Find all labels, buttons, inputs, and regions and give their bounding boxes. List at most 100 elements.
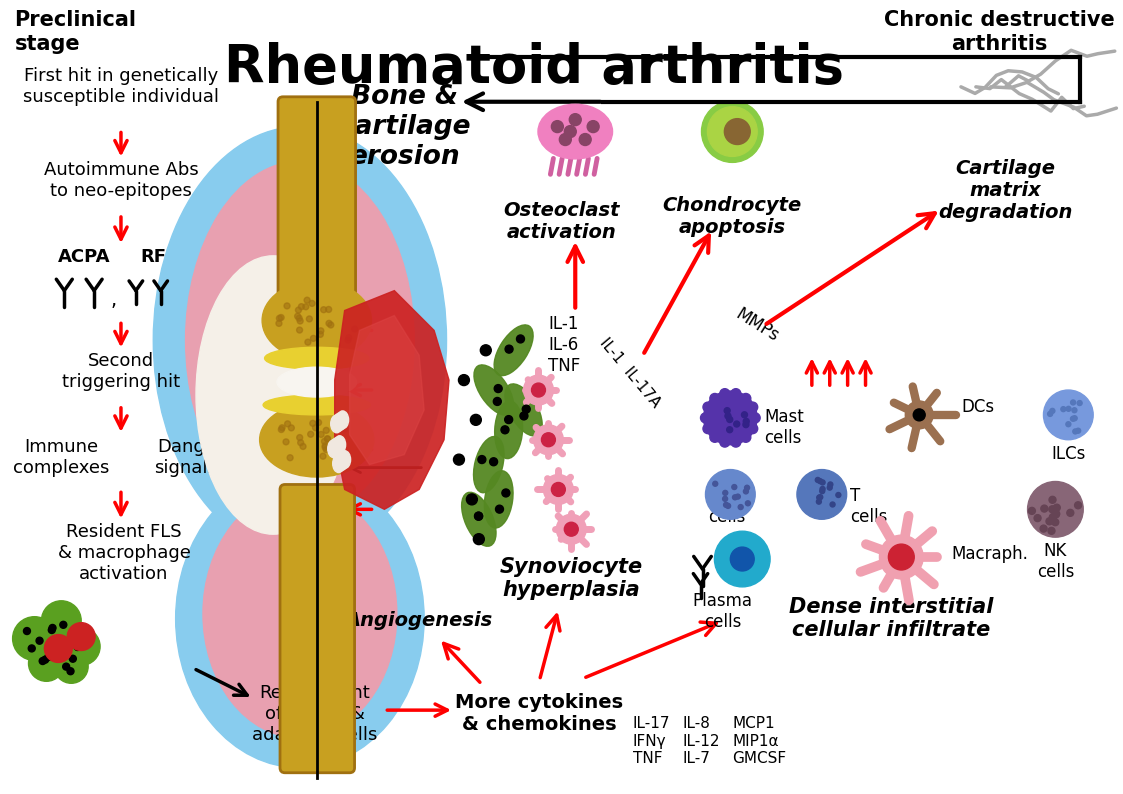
Circle shape xyxy=(63,663,70,670)
Text: Immune
complexes: Immune complexes xyxy=(13,437,110,476)
Text: IL-8
IL-12
IL-7: IL-8 IL-12 IL-7 xyxy=(683,716,720,766)
Circle shape xyxy=(283,439,289,445)
Text: Synoviocyte
hyperplasia: Synoviocyte hyperplasia xyxy=(500,557,642,600)
Circle shape xyxy=(587,121,599,133)
Circle shape xyxy=(326,306,331,312)
Circle shape xyxy=(1040,525,1047,532)
Circle shape xyxy=(72,637,79,644)
Circle shape xyxy=(1049,514,1057,521)
Polygon shape xyxy=(349,315,424,464)
Ellipse shape xyxy=(474,365,513,415)
Circle shape xyxy=(279,314,284,321)
Circle shape xyxy=(743,489,748,494)
Circle shape xyxy=(298,318,303,324)
Circle shape xyxy=(727,417,732,422)
Circle shape xyxy=(1072,416,1077,421)
Circle shape xyxy=(296,315,302,322)
Circle shape xyxy=(1072,408,1077,413)
Circle shape xyxy=(565,125,576,137)
Text: B
cells: B cells xyxy=(709,488,746,526)
Ellipse shape xyxy=(277,367,357,397)
Circle shape xyxy=(84,638,91,645)
Circle shape xyxy=(720,389,730,399)
Circle shape xyxy=(45,634,72,662)
Circle shape xyxy=(493,398,501,406)
Circle shape xyxy=(722,496,728,501)
Ellipse shape xyxy=(203,489,396,738)
Circle shape xyxy=(287,455,293,461)
Circle shape xyxy=(738,505,743,510)
Circle shape xyxy=(703,391,757,445)
Ellipse shape xyxy=(262,281,372,360)
Circle shape xyxy=(703,402,713,412)
Circle shape xyxy=(1067,510,1074,516)
Circle shape xyxy=(458,375,469,386)
Circle shape xyxy=(305,339,311,345)
Text: IL-1
IL-6
TNF: IL-1 IL-6 TNF xyxy=(548,315,581,375)
Circle shape xyxy=(815,477,820,483)
Ellipse shape xyxy=(505,384,542,436)
Text: Angiogenesis: Angiogenesis xyxy=(346,611,493,630)
Circle shape xyxy=(713,481,718,486)
Circle shape xyxy=(494,384,502,392)
Circle shape xyxy=(325,436,330,441)
Circle shape xyxy=(836,492,841,498)
Circle shape xyxy=(321,306,327,313)
Circle shape xyxy=(309,300,316,306)
Text: Plasma
cells: Plasma cells xyxy=(693,592,752,630)
Ellipse shape xyxy=(332,455,345,472)
Circle shape xyxy=(341,426,348,432)
Circle shape xyxy=(569,114,582,125)
Text: NK
cells: NK cells xyxy=(1037,542,1074,581)
Circle shape xyxy=(820,480,825,485)
Text: Recruitment
of innate &
adaptive cells: Recruitment of innate & adaptive cells xyxy=(253,684,377,744)
Circle shape xyxy=(746,501,750,506)
Circle shape xyxy=(28,645,35,652)
Circle shape xyxy=(828,485,832,490)
Circle shape xyxy=(505,345,513,353)
Circle shape xyxy=(748,402,758,412)
Text: Second
triggering hit: Second triggering hit xyxy=(62,353,180,391)
Circle shape xyxy=(296,434,303,441)
Circle shape xyxy=(520,412,528,420)
Circle shape xyxy=(471,414,482,426)
Ellipse shape xyxy=(494,325,533,376)
Circle shape xyxy=(345,337,351,343)
Circle shape xyxy=(316,419,321,426)
Circle shape xyxy=(522,405,530,413)
Ellipse shape xyxy=(494,401,522,459)
Circle shape xyxy=(295,307,301,313)
Text: ACPA: ACPA xyxy=(58,248,110,266)
Circle shape xyxy=(714,531,770,587)
Circle shape xyxy=(478,456,486,464)
Ellipse shape xyxy=(337,411,348,429)
Circle shape xyxy=(913,409,925,421)
Circle shape xyxy=(1048,527,1054,534)
Circle shape xyxy=(24,627,30,634)
Circle shape xyxy=(74,643,81,650)
Circle shape xyxy=(322,443,328,449)
Circle shape xyxy=(820,487,825,491)
Ellipse shape xyxy=(175,469,424,768)
Circle shape xyxy=(531,383,546,397)
Circle shape xyxy=(70,655,76,662)
Text: IL-17
IFNγ
TNF: IL-17 IFNγ TNF xyxy=(633,716,670,766)
FancyBboxPatch shape xyxy=(279,97,356,306)
Circle shape xyxy=(42,656,48,663)
Circle shape xyxy=(731,389,741,399)
Circle shape xyxy=(1029,507,1035,515)
Circle shape xyxy=(725,413,731,419)
Ellipse shape xyxy=(724,118,750,145)
Circle shape xyxy=(303,304,309,310)
Circle shape xyxy=(830,502,836,507)
Ellipse shape xyxy=(538,104,612,159)
Circle shape xyxy=(1049,506,1056,513)
Circle shape xyxy=(296,327,302,333)
Circle shape xyxy=(323,427,329,434)
Circle shape xyxy=(1052,511,1059,518)
Ellipse shape xyxy=(707,106,757,156)
Text: MMPs: MMPs xyxy=(732,306,783,346)
Text: Autoimmune Abs
to neo-epitopes: Autoimmune Abs to neo-epitopes xyxy=(44,161,199,200)
Circle shape xyxy=(879,535,923,579)
Circle shape xyxy=(732,484,737,490)
